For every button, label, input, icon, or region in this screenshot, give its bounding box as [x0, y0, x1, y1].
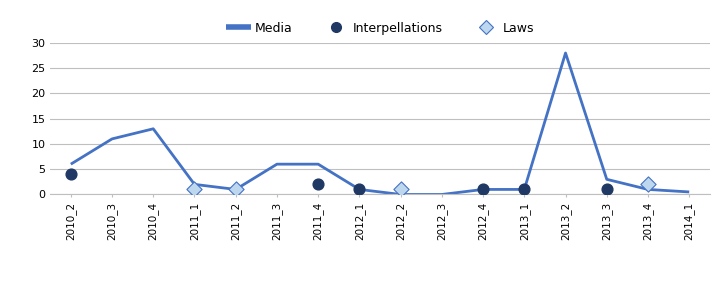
Legend: Media, Interpellations, Laws: Media, Interpellations, Laws — [226, 22, 534, 35]
Point — [478, 187, 489, 192]
Point — [353, 187, 365, 192]
Point — [518, 187, 530, 192]
Point — [601, 187, 612, 192]
Point — [189, 187, 200, 192]
Point — [230, 187, 242, 192]
Point — [65, 172, 77, 176]
Point — [642, 182, 654, 187]
Point — [395, 187, 407, 192]
Point — [313, 182, 324, 187]
